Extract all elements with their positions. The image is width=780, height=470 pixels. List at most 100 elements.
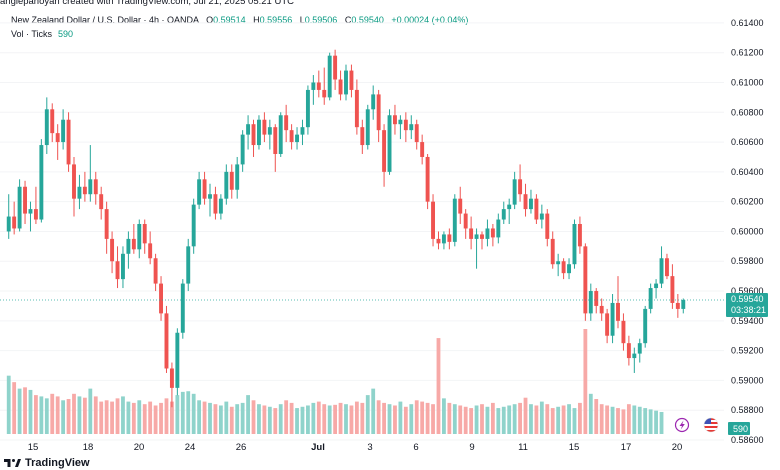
volume-bar	[12, 382, 17, 434]
time-tick-label: 15	[569, 442, 580, 453]
volume-bar	[34, 395, 38, 434]
volume-bar	[208, 402, 212, 434]
candle-body	[452, 198, 457, 242]
candle-body	[235, 164, 240, 190]
volume-bar	[583, 329, 588, 434]
candle-body	[675, 302, 680, 309]
volume-bar	[23, 387, 27, 434]
candle-body	[643, 308, 648, 344]
candle-body	[6, 216, 11, 232]
volume-bar	[322, 404, 327, 434]
close-label: C	[344, 15, 352, 25]
volume-bar	[447, 402, 452, 434]
footer-brand[interactable]: TradingView	[4, 455, 90, 470]
volume-bar	[588, 393, 593, 434]
candle-body	[441, 234, 446, 244]
candle-body	[490, 228, 495, 238]
price-tick-label: 0.59200	[731, 346, 764, 356]
volume-bar	[306, 405, 310, 434]
volume-bar	[115, 398, 120, 434]
volume-badge: 590	[728, 422, 750, 435]
countdown-text: 03:38:21	[731, 305, 766, 315]
candle-body	[648, 288, 653, 309]
volume-bar	[17, 388, 22, 434]
candle-body	[550, 238, 555, 265]
candle-body	[344, 70, 348, 95]
candle-body	[599, 305, 604, 314]
candle-body	[333, 55, 338, 80]
volume-bar	[39, 396, 44, 434]
volume-bar	[501, 406, 506, 434]
volume-bar	[110, 401, 114, 434]
candle-body	[284, 115, 289, 131]
candle-body	[148, 243, 153, 259]
time-tick-label: 20	[134, 442, 145, 453]
price-axis[interactable]: 0.61400 0.61200 0.61000 0.60800 0.60600 0.604…	[731, 18, 764, 445]
price-tick-label: 0.60200	[731, 197, 764, 207]
symbol-title[interactable]: New Zealand Dollar / U.S. Dollar · 4h · …	[11, 15, 199, 25]
volume-bar	[518, 402, 522, 434]
time-axis[interactable]: 15 18 20 24 26 Jul 3 6 9 11 15 17 20	[28, 442, 683, 453]
volume-label[interactable]: Vol · Ticks	[11, 29, 53, 39]
volume-bar	[66, 399, 71, 434]
volume-bar	[469, 408, 474, 434]
volume-bar	[626, 404, 631, 434]
volume-bar	[360, 402, 365, 434]
candle-body	[469, 228, 474, 239]
candle-body	[240, 134, 245, 165]
candle-body	[224, 171, 229, 199]
candle-body	[387, 115, 392, 172]
candle-body	[365, 109, 370, 146]
candle-body	[659, 258, 664, 284]
volume-bar	[393, 405, 397, 434]
volume-bar	[387, 404, 392, 434]
volume-bar	[354, 401, 359, 434]
price-tick-label: 0.60800	[731, 107, 764, 117]
low-value: 0.59506	[304, 15, 338, 25]
candle-body	[246, 124, 251, 135]
volume-bar	[229, 406, 234, 434]
candle-body	[583, 246, 588, 314]
candle-body	[213, 194, 218, 214]
candle-body	[142, 224, 147, 244]
volume-bar	[496, 408, 501, 434]
current-price-badge: 0.59540 03:38:21	[726, 292, 768, 317]
candle-body	[327, 55, 332, 98]
volume-bar	[637, 406, 642, 434]
volume-bar	[99, 401, 104, 434]
volume-bar	[578, 402, 582, 434]
volume-bar	[659, 411, 664, 434]
candle-body	[605, 313, 610, 336]
volume-bar	[529, 404, 533, 434]
volume-bar	[153, 405, 158, 434]
volume-value: 590	[58, 29, 74, 39]
volume-bar	[338, 402, 343, 434]
candle-body	[577, 224, 582, 247]
volume-bar	[371, 388, 376, 434]
candle-body	[289, 130, 294, 143]
volume-bar	[82, 397, 87, 434]
candle-body	[523, 194, 528, 210]
volume-bar	[490, 402, 495, 434]
candle-body	[115, 261, 120, 280]
volume-bar	[121, 396, 125, 434]
volume-bar	[202, 401, 207, 434]
volume-bar	[474, 405, 479, 434]
candle-body	[72, 164, 76, 199]
open-value: 0.59514	[213, 15, 246, 25]
volume-bar	[572, 408, 577, 434]
volume-bar	[164, 398, 169, 434]
lightning-icon[interactable]	[674, 417, 690, 433]
candle-body	[681, 299, 686, 309]
time-tick-label: 3	[367, 442, 372, 453]
volume-bar	[142, 404, 147, 434]
volume-legend: Vol · Ticks 590	[11, 29, 73, 39]
us-flag-icon[interactable]	[703, 417, 719, 433]
volume-bar	[431, 404, 435, 434]
price-tick-label: 0.61200	[731, 48, 764, 58]
candle-body	[436, 238, 441, 244]
volume-bar	[605, 405, 610, 434]
volume-bar	[240, 402, 245, 434]
candle-body	[175, 332, 180, 388]
